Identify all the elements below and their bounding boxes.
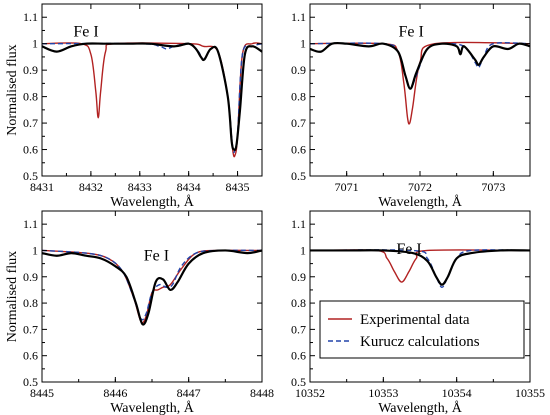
- series-observed: [42, 42, 262, 151]
- y-tick-label: 1: [32, 37, 38, 51]
- y-axis-title: Normalised flux: [5, 44, 20, 135]
- y-tick-label: 1.1: [23, 217, 38, 231]
- y-tick-label: 0.5: [23, 375, 38, 389]
- y-tick-label: 0.7: [291, 322, 306, 336]
- y-tick-label: 0.5: [291, 169, 306, 183]
- series-group: [42, 249, 262, 326]
- y-tick-label: 0.7: [291, 116, 306, 130]
- y-tick-label: 1.1: [291, 217, 306, 231]
- x-axis-title: Wavelength, Å: [110, 400, 195, 415]
- y-tick-label: 0.7: [23, 116, 38, 130]
- panels: 8431 8432 8433 8434 8435 0.5 0.6 0.7 0.8 0.9 1 1.1 W…: [5, 3, 545, 415]
- x-axis-title: Wavelength, Å: [378, 194, 463, 210]
- legend-label: Experimental data: [360, 312, 470, 328]
- panel-2: 7071 7072 7073 0.5 0.6 0.7 0.8 0.9 1 1.1 Wavelengt…: [291, 3, 531, 210]
- x-tick-label: 7072: [408, 180, 432, 194]
- y-tick-label: 0.6: [291, 349, 306, 363]
- y-tick-label: 0.6: [291, 143, 306, 157]
- series-kurucz-calculations: [310, 249, 530, 288]
- panel-1: 8431 8432 8433 8434 8435 0.5 0.6 0.7 0.8 0.9 1 1.1 W…: [5, 3, 263, 210]
- x-tick-label: 10354: [442, 386, 472, 400]
- y-tick-label: 0.8: [23, 296, 38, 310]
- series-experimental-data: [310, 41, 530, 125]
- y-tick-label: 0.5: [23, 169, 38, 183]
- series-observed: [310, 41, 530, 90]
- series-group: [310, 249, 530, 288]
- legend-label: Kurucz calculations: [360, 334, 480, 350]
- series-group: [42, 42, 262, 158]
- x-tick-label: 8446: [103, 386, 127, 400]
- x-tick-label: 8431: [30, 180, 54, 194]
- x-tick-label: 8432: [79, 180, 103, 194]
- y-axis-title: Normalised flux: [5, 251, 20, 342]
- panel-3: 8445 8446 8447 8448 0.5 0.6 0.7 0.8 0.9 1 1.1 Wavel…: [5, 210, 274, 415]
- y-tick-label: 0.7: [23, 322, 38, 336]
- x-tick-label: 8433: [128, 180, 152, 194]
- y-tick-label: 0.8: [23, 90, 38, 104]
- series-observed: [310, 249, 530, 286]
- legend-box: [319, 300, 525, 359]
- x-axis-title: Wavelength, Å: [110, 194, 195, 210]
- x-tick-label: 8434: [177, 180, 201, 194]
- x-tick-label: 8435: [226, 180, 250, 194]
- series-observed: [42, 249, 262, 326]
- series-kurucz-calculations: [42, 42, 262, 154]
- y-tick-label: 1: [300, 243, 306, 257]
- x-tick-label: 10353: [368, 386, 398, 400]
- y-tick-label: 0.9: [23, 270, 38, 284]
- y-tick-label: 0.9: [23, 63, 38, 77]
- y-tick-label: 0.9: [291, 270, 306, 284]
- y-tick-label: 0.8: [291, 90, 306, 104]
- panel-title: Fe I: [399, 24, 424, 41]
- y-tick-label: 0.9: [291, 63, 306, 77]
- y-tick-label: 0.6: [23, 349, 38, 363]
- y-tick-label: 0.8: [291, 296, 306, 310]
- legend: Experimental data Kurucz calculations: [319, 300, 525, 359]
- x-tick-label: 8448: [250, 386, 274, 400]
- y-tick-label: 1.1: [23, 10, 38, 24]
- y-tick-label: 1: [300, 37, 306, 51]
- panel-4: 10352 10353 10354 10355 0.5 0.6 0.7 0.8 0.9 1 1.1 W…: [291, 210, 545, 415]
- y-tick-label: 0.5: [291, 375, 306, 389]
- x-tick-label: 10352: [295, 386, 325, 400]
- series-group: [310, 41, 530, 125]
- y-tick-label: 1: [32, 243, 38, 257]
- y-tick-label: 0.6: [23, 143, 38, 157]
- x-axis-title: Wavelength, Å: [378, 400, 463, 415]
- x-tick-label: 7071: [335, 180, 359, 194]
- x-tick-label: 10355: [515, 386, 545, 400]
- series-experimental-data: [310, 249, 530, 283]
- x-tick-label: 8445: [30, 386, 54, 400]
- plot-frame: [41, 3, 263, 177]
- panel-title: Fe I: [144, 248, 169, 265]
- x-tick-label: 7073: [481, 180, 505, 194]
- x-tick-label: 8447: [177, 386, 201, 400]
- y-tick-label: 1.1: [291, 10, 306, 24]
- panel-title: Fe I: [73, 24, 98, 41]
- panel-title: Fe I: [396, 241, 421, 258]
